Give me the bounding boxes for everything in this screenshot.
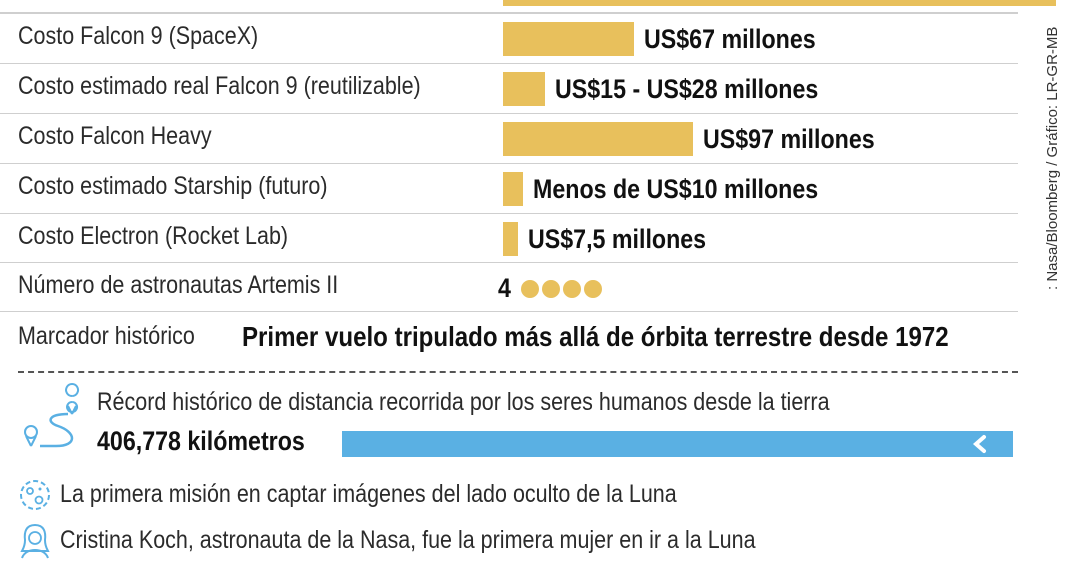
cost-bar <box>503 72 546 106</box>
record-text: Récord histórico de distancia recorrida … <box>97 388 830 416</box>
fact-first-woman: Cristina Koch, astronauta de la Nasa, fu… <box>60 526 756 554</box>
cost-row-label: Costo Falcon 9 (SpaceX) <box>18 22 259 50</box>
distance-bar <box>342 431 1013 457</box>
marker-row: Marcador histórico Primer vuelo tripulad… <box>0 311 1018 367</box>
astronaut-dot <box>542 280 560 298</box>
astronauts-value: 4 <box>498 273 511 303</box>
astronaut-dot <box>563 280 581 298</box>
cost-bar <box>503 222 518 256</box>
astronauts-row: Número de astronautas Artemis II 4 <box>0 262 1018 313</box>
astronauts-label: Número de astronautas Artemis II <box>18 271 339 299</box>
cost-bar <box>503 172 523 206</box>
fact-far-side: La primera misión en captar imágenes del… <box>60 480 677 508</box>
moon-icon <box>20 480 50 510</box>
record-value: 406,778 kilómetros <box>97 426 305 456</box>
cost-bar <box>503 122 694 156</box>
cost-row-label: Costo estimado real Falcon 9 (reutilizab… <box>18 72 421 100</box>
cost-row-label: Costo Falcon Heavy <box>18 122 212 150</box>
cost-row-label: Costo estimado Starship (futuro) <box>18 172 328 200</box>
cost-row: Costo estimado real Falcon 9 (reutilizab… <box>0 63 1018 114</box>
cropped-bar-top <box>503 0 1056 6</box>
arrow-back-icon <box>972 435 986 453</box>
route-icon <box>24 383 80 448</box>
astronaut-dot <box>584 280 602 298</box>
marker-label: Marcador histórico <box>18 322 195 350</box>
woman-astronaut-icon <box>20 523 50 559</box>
cost-row: Costo Electron (Rocket Lab) US$7,5 millon… <box>0 213 1018 264</box>
cost-row: Costo Falcon Heavy US$97 millones <box>0 113 1018 164</box>
cost-bar <box>503 22 635 56</box>
marker-text: Primer vuelo tripulado más allá de órbit… <box>242 321 949 352</box>
cost-row: Costo estimado Starship (futuro) Menos de… <box>0 163 1018 214</box>
astronaut-dot <box>521 280 539 298</box>
cost-row: Costo Falcon 9 (SpaceX) US$67 millones <box>0 13 1018 64</box>
cost-bar-label: Menos de US$10 millones <box>532 174 818 204</box>
cost-bar-label: US$97 millones <box>703 124 875 154</box>
divider <box>0 12 1018 13</box>
dashed-divider <box>18 371 1018 373</box>
cost-bar-label: US$15 - US$28 millones <box>555 74 819 104</box>
cost-bar-label: US$7,5 millones <box>527 224 706 254</box>
cost-bar-label: US$67 millones <box>644 24 816 54</box>
cost-row-label: Costo Electron (Rocket Lab) <box>18 222 289 250</box>
source-credit: : Nasa/Bloomberg / Gráfico: LR-GR-MB <box>1044 26 1061 290</box>
